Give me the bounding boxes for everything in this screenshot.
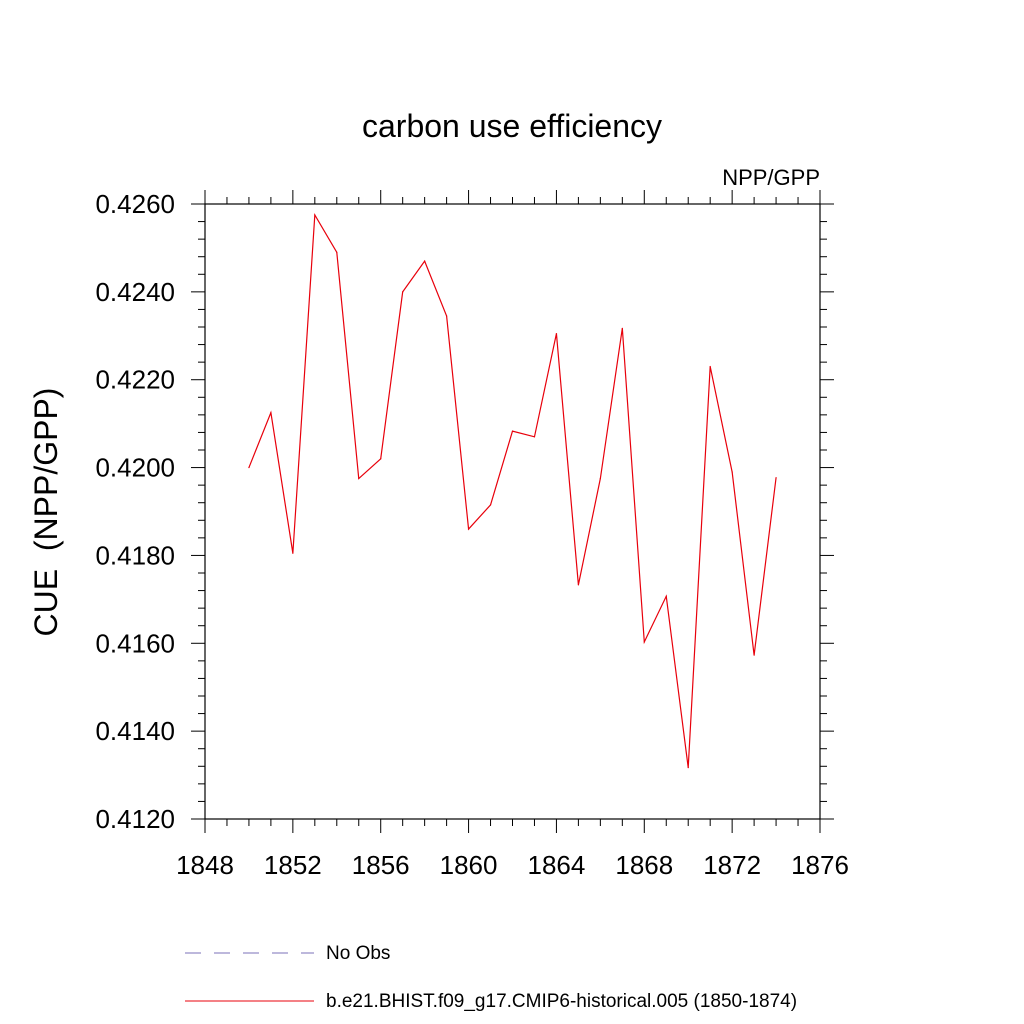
y-tick-label: 0.4200 — [95, 453, 175, 483]
chart-subtitle: NPP/GPP — [722, 165, 820, 190]
series-point — [643, 641, 645, 643]
series-point — [402, 291, 404, 293]
x-tick-label: 1876 — [791, 850, 849, 880]
x-tick-label: 1848 — [176, 850, 234, 880]
legend: No Obs b.e21.BHIST.f09_g17.CMIP6-historic… — [185, 943, 797, 1012]
y-tick-label: 0.4260 — [95, 189, 175, 219]
series-point — [511, 430, 514, 432]
y-ticks: 0.4120 0.4140 0.4160 0.4180 0.4200 0.4220 0.42… — [95, 189, 834, 834]
y-tick-label: 0.4140 — [95, 716, 175, 746]
x-tick-label: 1872 — [703, 850, 761, 880]
series-point — [533, 436, 536, 438]
y-tick-label: 0.4160 — [95, 628, 175, 658]
x-tick-label: 1864 — [528, 850, 586, 880]
x-tick-label: 1860 — [440, 850, 498, 880]
series-point — [665, 595, 667, 597]
series-point — [489, 504, 492, 506]
series-line — [248, 212, 777, 768]
series-point — [687, 767, 689, 769]
series-point — [621, 327, 623, 329]
series-point — [775, 477, 777, 479]
x-tick-label: 1856 — [352, 850, 410, 880]
series-point — [467, 528, 470, 530]
x-ticks: 1848 1852 1856 1860 1864 1868 1872 1876 — [176, 190, 849, 880]
series-point — [424, 260, 426, 262]
series-point — [446, 315, 448, 317]
series-point — [292, 552, 294, 554]
series-point — [270, 412, 272, 414]
series-point — [577, 584, 579, 586]
plot-frame — [204, 203, 821, 820]
series-point — [248, 466, 250, 469]
series-point — [555, 332, 558, 335]
series-point — [336, 251, 338, 253]
series-point — [731, 471, 733, 473]
series-point — [314, 214, 316, 216]
series-group — [248, 212, 777, 769]
x-tick-label: 1868 — [615, 850, 673, 880]
y-tick-label: 0.4220 — [95, 365, 175, 395]
x-tick-label: 1852 — [264, 850, 322, 880]
series-point — [753, 654, 755, 656]
series-point — [358, 477, 360, 480]
y-axis-label: CUE (NPP/GPP) — [28, 388, 64, 637]
series-point — [380, 458, 382, 460]
legend-label: b.e21.BHIST.f09_g17.CMIP6-historical.005… — [326, 991, 797, 1012]
y-tick-label: 0.4240 — [95, 277, 175, 307]
legend-label: No Obs — [326, 943, 390, 964]
y-tick-label: 0.4120 — [95, 804, 175, 834]
chart-title: carbon use efficiency — [362, 108, 662, 144]
series-point — [599, 477, 601, 480]
series-point — [709, 365, 711, 368]
y-tick-label: 0.4180 — [95, 540, 175, 570]
